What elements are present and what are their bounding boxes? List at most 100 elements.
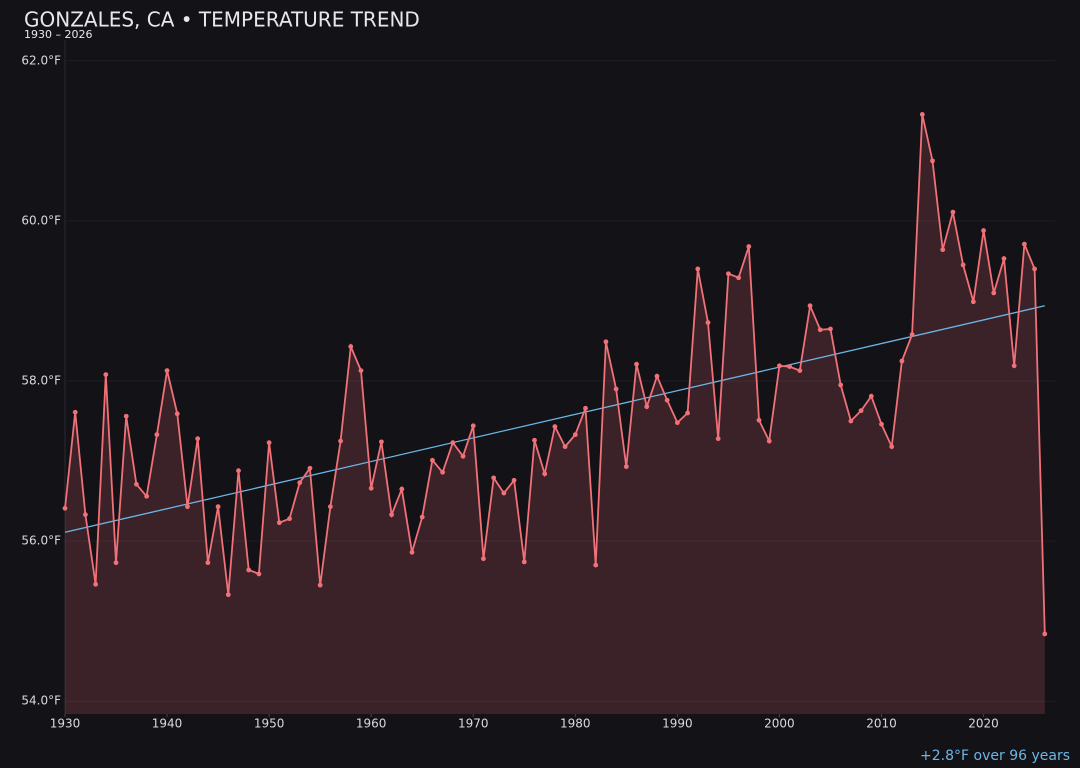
point: [858, 408, 864, 414]
point: [664, 397, 670, 403]
point: [297, 480, 303, 486]
point: [144, 493, 150, 499]
point: [368, 485, 374, 491]
y-tick-label: 54.0°F: [21, 694, 61, 708]
point: [705, 320, 711, 325]
x-tick-label: 1970: [458, 717, 489, 731]
point: [562, 444, 568, 450]
point: [593, 562, 599, 568]
point: [940, 247, 946, 253]
point: [225, 592, 231, 598]
point: [256, 571, 262, 577]
point: [83, 512, 88, 518]
y-tick-label: 56.0°F: [21, 534, 61, 548]
point: [817, 327, 823, 333]
x-tick-label: 1960: [356, 717, 387, 731]
point: [521, 559, 527, 565]
point: [1032, 266, 1037, 272]
x-tick-label: 2020: [968, 717, 999, 731]
point: [777, 363, 782, 369]
point: [1021, 241, 1027, 247]
point: [603, 339, 609, 345]
point: [848, 418, 854, 424]
x-tick-label: 1990: [662, 717, 693, 731]
point: [185, 504, 190, 510]
point: [215, 504, 221, 510]
point: [634, 361, 639, 367]
annotation: +2.8°F over 96 years: [920, 748, 1070, 764]
point: [746, 244, 752, 249]
point: [756, 417, 762, 423]
point: [572, 432, 578, 438]
chart-subtitle: 1930 – 2026: [24, 28, 92, 41]
point: [317, 582, 323, 588]
point: [868, 393, 874, 399]
point: [460, 453, 466, 459]
point: [266, 440, 272, 446]
point: [389, 512, 394, 518]
area: [65, 114, 1045, 714]
point: [919, 112, 925, 117]
chart-title: GONZALES, CA • TEMPERATURE TREND: [24, 8, 420, 32]
point: [991, 290, 997, 296]
point: [695, 266, 701, 272]
point: [123, 413, 129, 419]
point: [715, 436, 721, 442]
point: [501, 490, 507, 496]
point: [338, 438, 343, 444]
point: [654, 373, 660, 379]
point: [930, 158, 935, 164]
point: [378, 439, 384, 445]
point: [879, 421, 884, 427]
point: [246, 567, 252, 573]
point: [828, 326, 833, 332]
point: [358, 368, 364, 373]
point: [440, 469, 446, 475]
point: [685, 410, 690, 416]
point: [511, 477, 517, 483]
point: [623, 464, 629, 470]
point: [205, 560, 211, 566]
point: [889, 444, 895, 450]
point: [62, 505, 68, 511]
point: [899, 358, 905, 364]
x-tick-label: 1980: [560, 717, 591, 731]
point: [327, 504, 333, 510]
point: [103, 372, 109, 377]
y-tick-label: 58.0°F: [21, 374, 61, 388]
point: [93, 581, 99, 587]
x-tick-label: 1930: [50, 717, 81, 731]
point: [970, 299, 976, 305]
point: [787, 364, 793, 369]
point: [766, 438, 772, 444]
point: [450, 440, 456, 446]
point: [307, 465, 313, 471]
trend-line: [64, 305, 1045, 533]
point: [72, 409, 78, 415]
point: [174, 411, 180, 417]
x-tick-label: 1950: [254, 717, 285, 731]
point: [409, 549, 415, 555]
point: [154, 432, 160, 438]
x-tick-label: 2000: [764, 717, 795, 731]
point: [613, 386, 619, 392]
point: [113, 560, 119, 566]
point: [1011, 363, 1017, 369]
point: [236, 468, 241, 474]
y-tick-label: 60.0°F: [21, 213, 61, 227]
x-tick-label: 2010: [866, 717, 897, 731]
point: [736, 275, 742, 281]
point: [960, 262, 966, 268]
point: [981, 228, 986, 233]
point: [195, 436, 201, 442]
point: [726, 271, 731, 277]
point: [470, 423, 476, 429]
point: [838, 382, 844, 388]
point: [532, 437, 537, 443]
point: [807, 303, 813, 309]
point: [276, 520, 282, 526]
point: [542, 471, 548, 477]
point: [419, 514, 425, 520]
y-tick-label: 62.0°F: [21, 53, 61, 67]
